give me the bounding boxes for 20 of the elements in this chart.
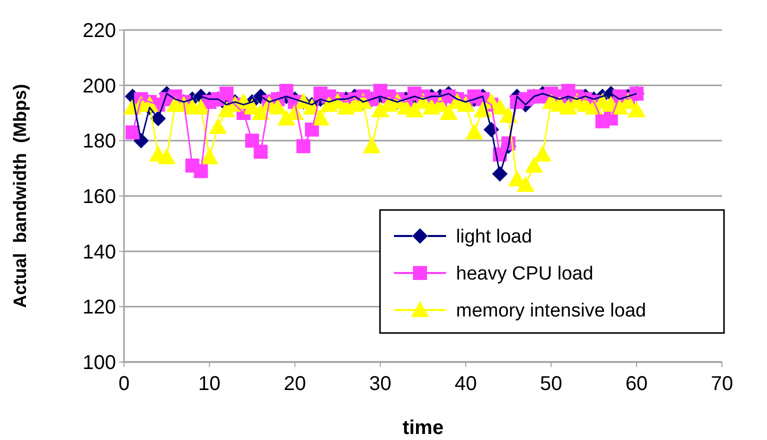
x-tick-label: 60 — [625, 373, 648, 395]
y-tick-label: 160 — [82, 186, 116, 208]
y-tick-label: 120 — [82, 296, 116, 319]
legend-label: memory intensive load — [456, 300, 646, 322]
y-tick-label: 180 — [82, 130, 116, 153]
legend-label: heavy CPU load — [456, 264, 594, 285]
x-tick-label: 10 — [198, 373, 221, 395]
x-tick-label: 70 — [710, 373, 734, 395]
y-tick-label: 140 — [82, 241, 116, 264]
x-axis-title: time — [402, 417, 444, 439]
y-tick-label: 200 — [82, 75, 116, 98]
x-tick-label: 50 — [540, 373, 562, 395]
y-axis-title: Actual bandwidth (Mbps) — [10, 84, 30, 308]
x-tick-label: 20 — [284, 373, 306, 395]
y-tick-label: 220 — [82, 20, 116, 42]
x-tick-label: 30 — [369, 373, 392, 395]
x-tick-label: 40 — [454, 373, 477, 395]
y-tick-label: 100 — [82, 352, 116, 374]
x-tick-label: 0 — [118, 373, 130, 395]
legend-label: light load — [456, 226, 532, 248]
